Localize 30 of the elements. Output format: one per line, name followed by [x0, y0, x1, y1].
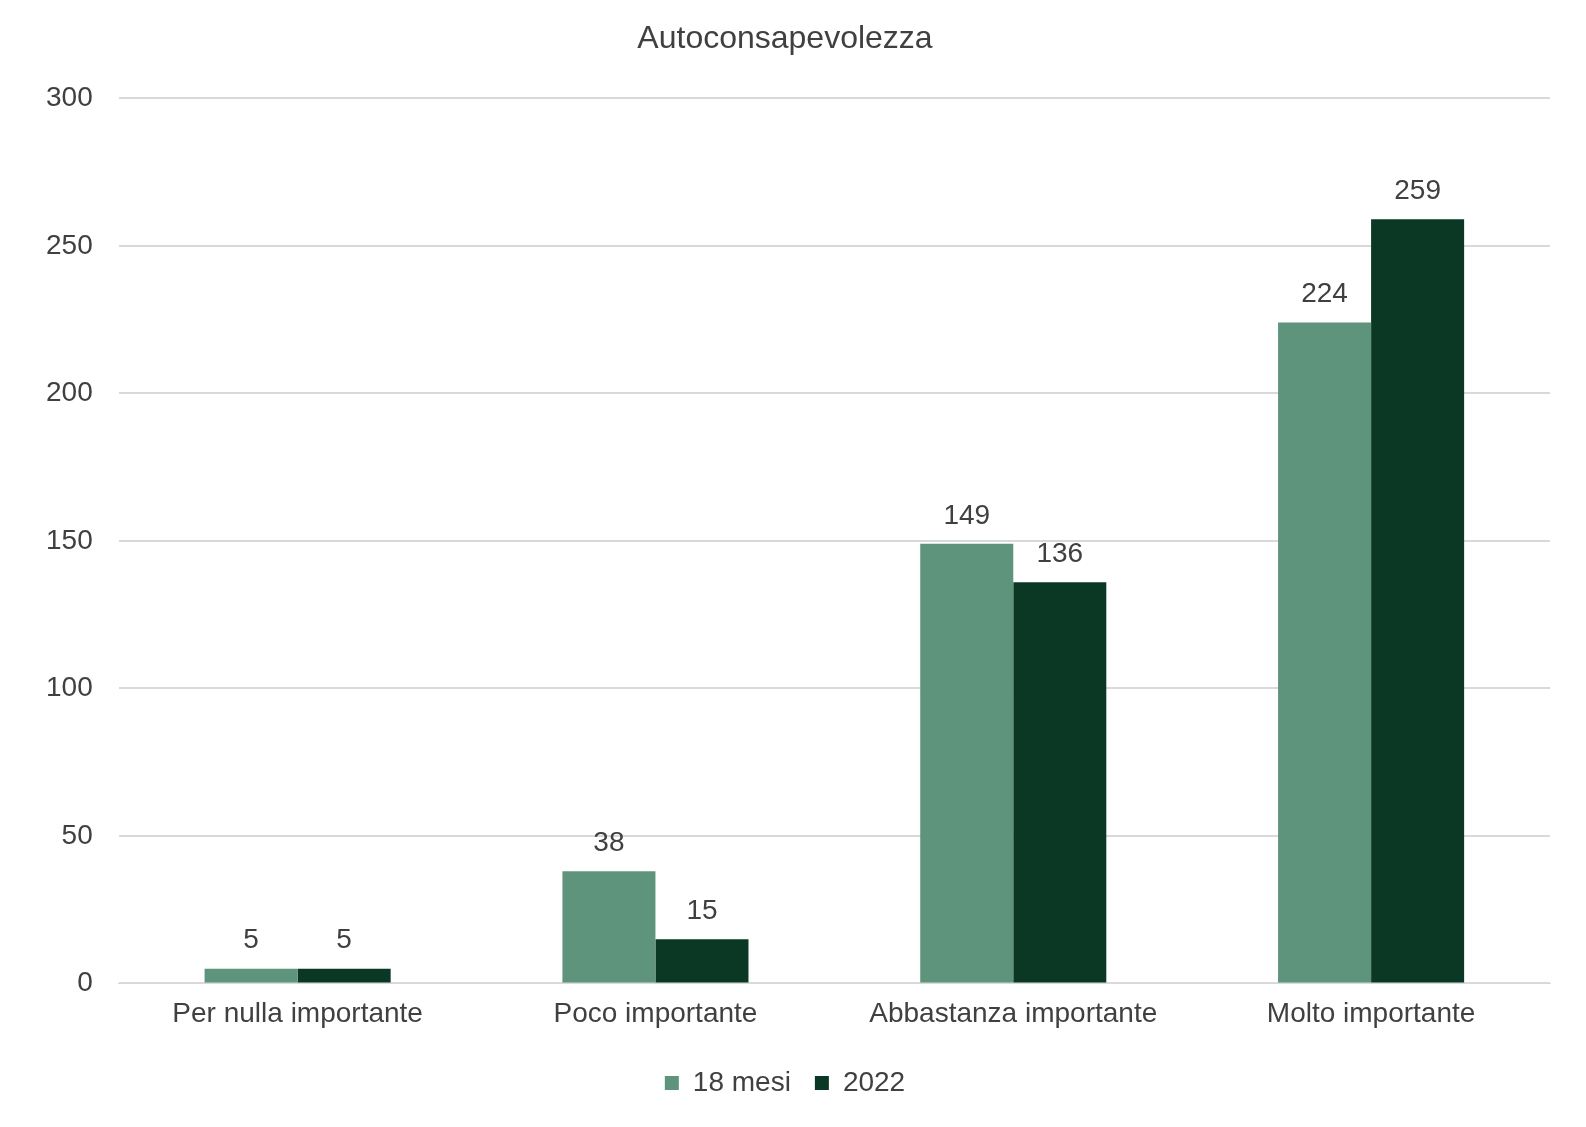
bar: [204, 968, 298, 983]
data-label: 136: [1036, 536, 1084, 568]
bar: [1278, 322, 1372, 983]
bar: [297, 968, 391, 983]
data-label: 259: [1394, 174, 1441, 206]
y-tick-label: 100: [46, 671, 93, 703]
y-tick-label: 250: [46, 228, 93, 260]
data-label: 149: [943, 498, 991, 530]
bar: [1371, 219, 1465, 983]
data-label: 38: [593, 826, 625, 858]
bar: [562, 871, 656, 983]
x-tick-label: Poco importante: [553, 996, 758, 1028]
y-tick-label: 300: [46, 81, 93, 113]
legend-label: 2022: [842, 1065, 906, 1097]
x-tick-label: Per nulla importante: [172, 996, 423, 1028]
data-label: 5: [336, 923, 352, 955]
bar: [1013, 582, 1107, 983]
legend-label: 18 mesi: [692, 1065, 791, 1097]
data-label: 15: [686, 893, 718, 925]
x-tick-label: Abbastanza importante: [869, 996, 1158, 1028]
data-label: 5: [243, 923, 259, 955]
bar: [920, 543, 1014, 983]
x-tick-label: Molto importante: [1266, 996, 1476, 1028]
y-tick-label: 50: [61, 818, 93, 850]
y-tick-label: 200: [46, 376, 93, 408]
y-tick-label: 150: [46, 523, 93, 555]
bar: [655, 939, 749, 983]
chart-title: Autoconsapevolezza: [637, 19, 933, 56]
data-label: 224: [1301, 277, 1348, 309]
y-tick-label: 0: [77, 966, 93, 998]
